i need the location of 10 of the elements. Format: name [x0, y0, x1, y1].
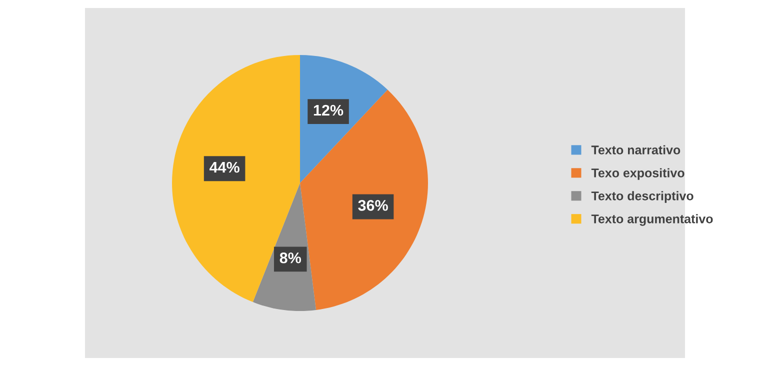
data-label: 8% — [280, 252, 302, 264]
data-label: 36% — [358, 200, 388, 211]
data-label: 44% — [210, 162, 240, 173]
legend-label: Texo expositivo — [591, 168, 684, 180]
pie-slice — [172, 55, 300, 302]
legend-label: Texto descriptivo — [591, 191, 694, 203]
data-label: 12% — [314, 104, 344, 116]
legend-label: Texto argumentativo — [591, 214, 713, 226]
pie-slice — [300, 90, 428, 310]
legend-label: Texto narrativo — [591, 145, 680, 154]
